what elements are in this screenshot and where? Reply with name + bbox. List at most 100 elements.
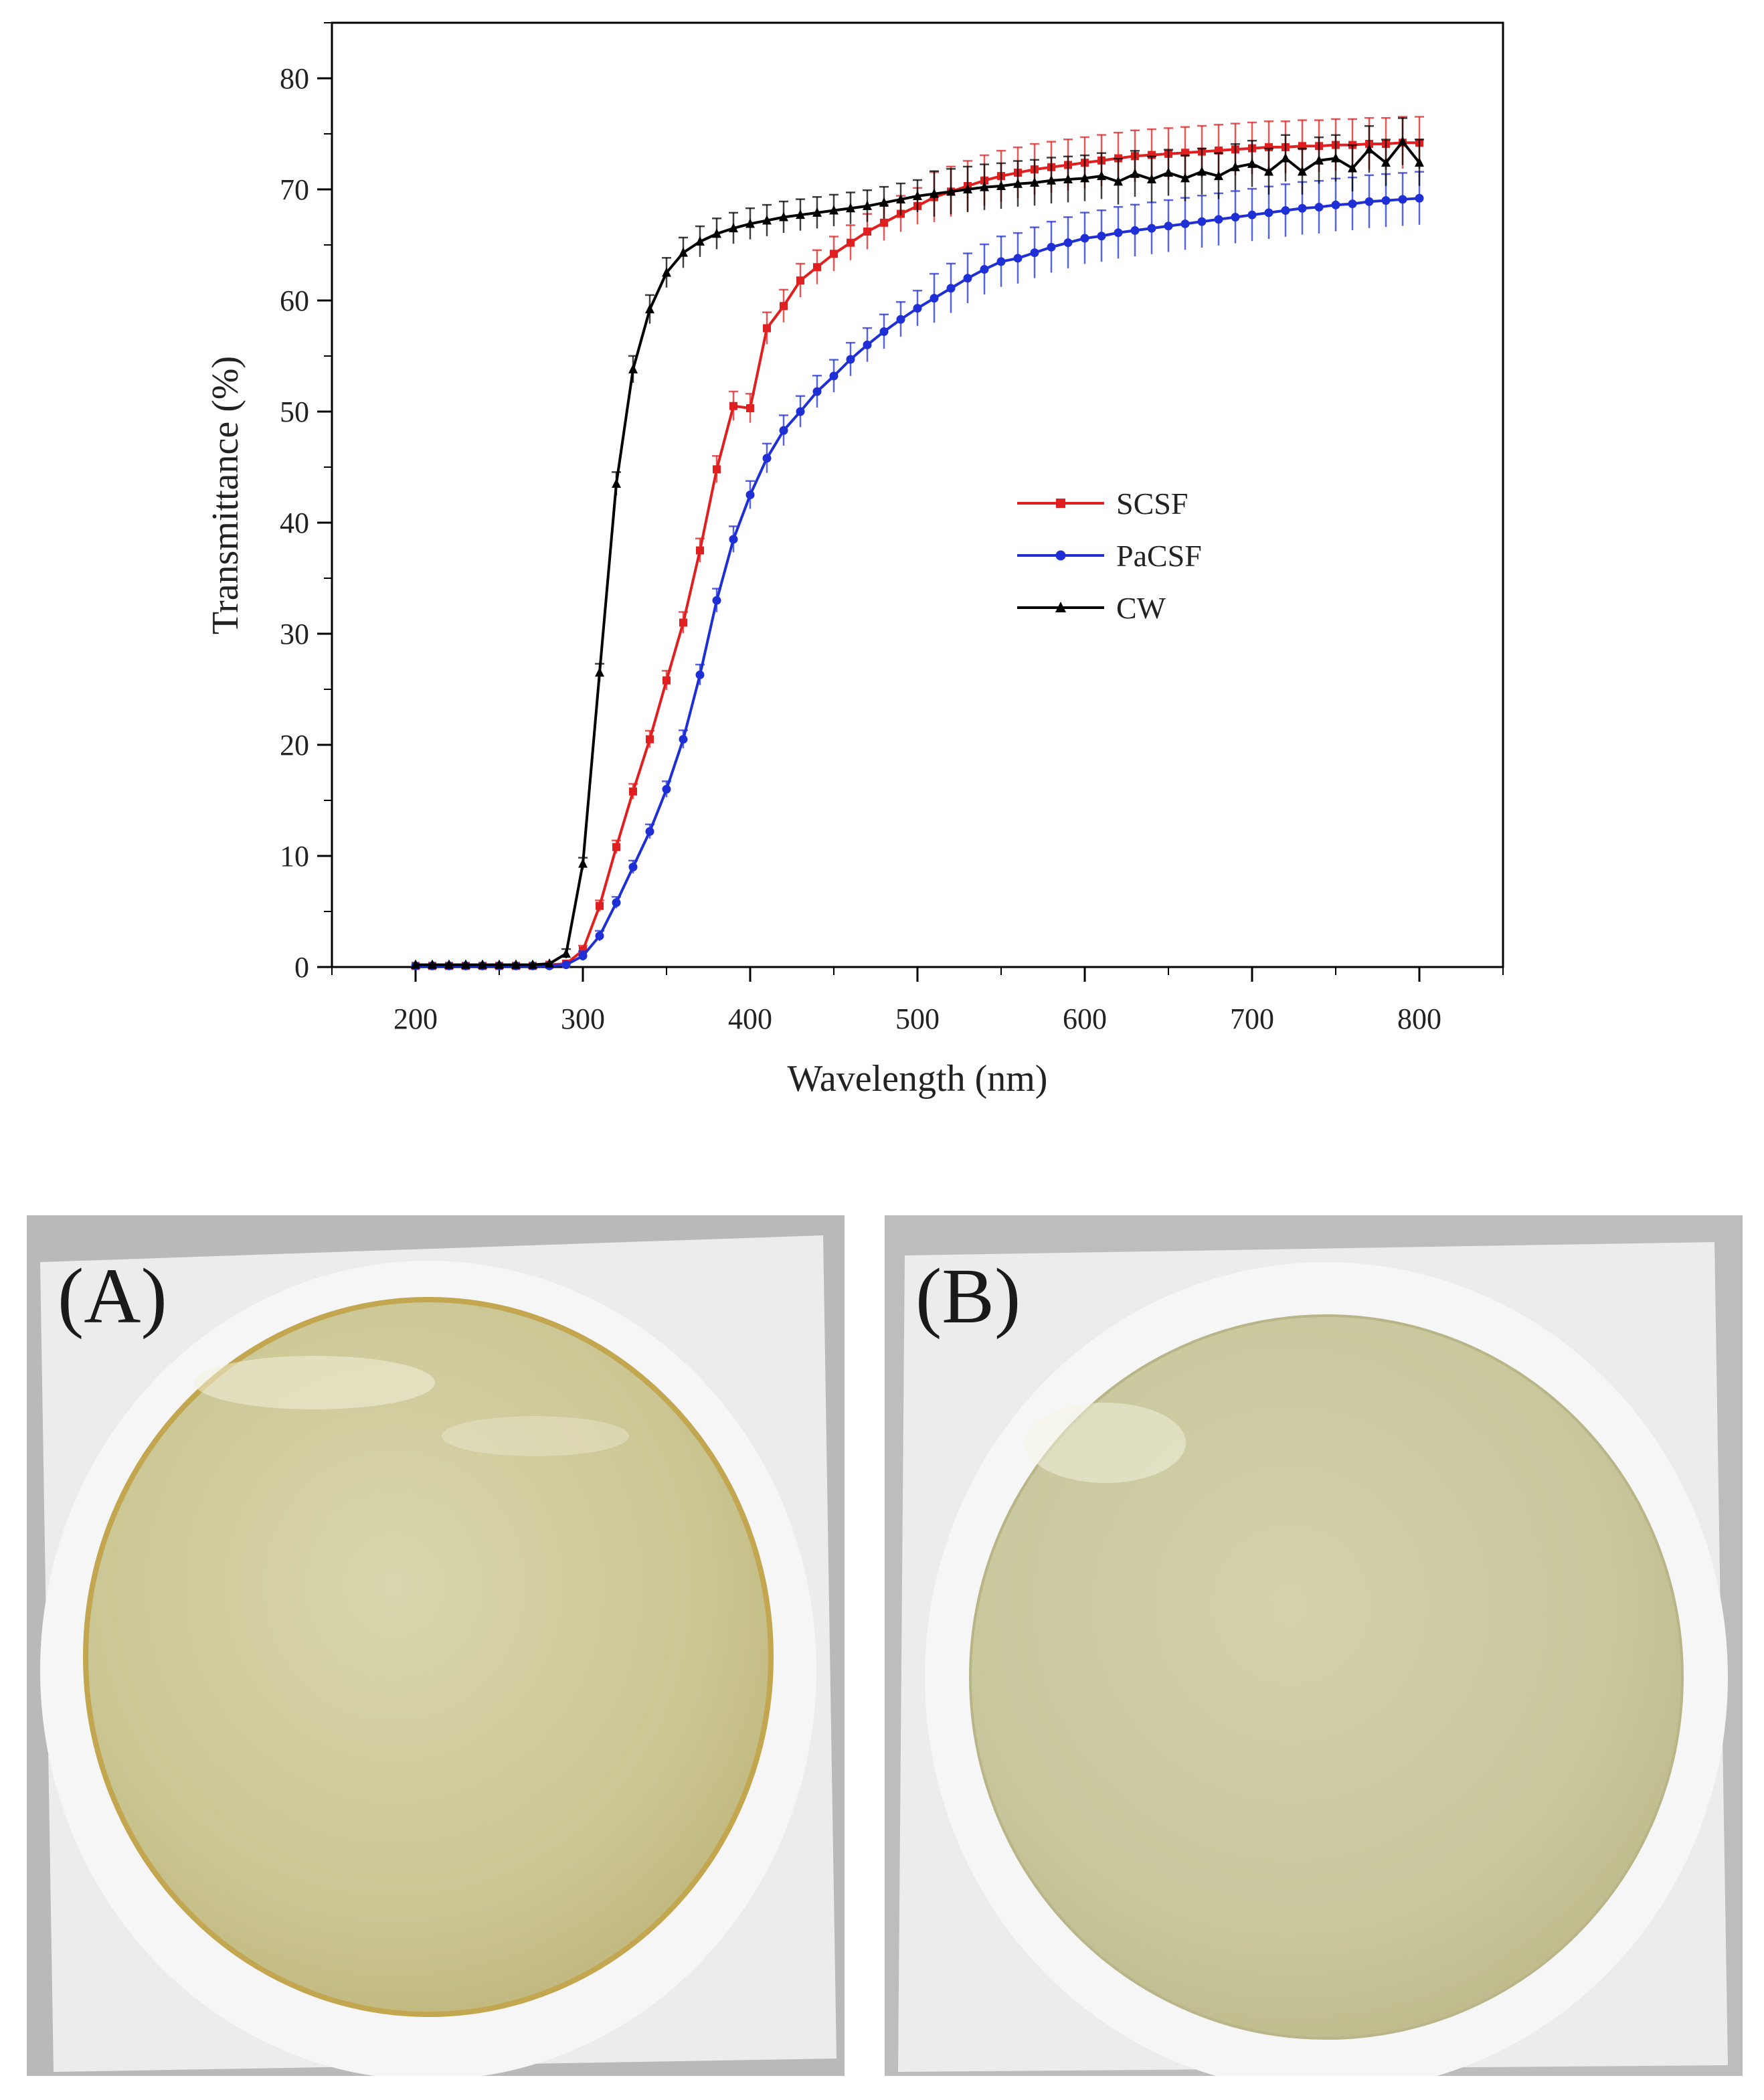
legend-label: CW	[1116, 591, 1166, 625]
y-tick-label: 0	[294, 951, 309, 984]
data-point	[595, 932, 604, 941]
data-point	[1080, 173, 1089, 183]
data-point	[896, 315, 905, 324]
film-photo-a: (A)	[27, 1215, 845, 2076]
data-point	[596, 901, 604, 910]
data-point	[1415, 157, 1424, 167]
data-point	[578, 951, 588, 960]
data-point	[863, 340, 872, 349]
data-point	[478, 959, 487, 969]
data-point	[762, 454, 772, 463]
data-point	[880, 218, 888, 227]
data-point	[930, 294, 939, 303]
data-point	[980, 265, 989, 274]
data-point	[1281, 153, 1290, 163]
x-tick-label: 800	[1397, 1002, 1441, 1035]
data-point	[1247, 158, 1257, 168]
data-point	[1214, 171, 1223, 181]
data-point	[1164, 222, 1173, 231]
data-point	[1214, 215, 1223, 224]
data-point	[830, 250, 838, 258]
data-point	[1348, 199, 1357, 209]
data-point	[1030, 177, 1039, 187]
data-point	[863, 228, 871, 236]
photo-a-label: (A)	[58, 1252, 167, 1340]
data-point	[695, 670, 705, 679]
data-point	[996, 181, 1006, 191]
data-point	[1398, 136, 1407, 146]
y-tick-label: 40	[280, 507, 309, 539]
data-point	[1147, 224, 1156, 233]
data-point	[1013, 254, 1023, 263]
legend-marker	[1055, 602, 1066, 612]
data-point	[930, 188, 939, 198]
y-tick-label: 10	[280, 840, 309, 873]
data-point	[629, 787, 637, 796]
transmittance-chart: 200 300 400 500 600 700 800 0 10 20 30 40 50 60 70 80 W…	[205, 21, 1504, 1100]
data-point	[679, 247, 688, 257]
data-point	[612, 898, 621, 907]
data-point	[829, 205, 839, 215]
data-point	[779, 211, 788, 222]
data-point	[1130, 168, 1140, 178]
film-photo-b: (B)	[885, 1215, 1743, 2076]
data-point	[1114, 228, 1123, 238]
data-point	[712, 228, 721, 238]
y-tick-label: 70	[280, 173, 309, 206]
data-point	[1314, 203, 1324, 212]
data-point	[1047, 242, 1056, 252]
data-point	[863, 200, 872, 210]
data-point	[1331, 200, 1340, 209]
data-point	[428, 959, 437, 969]
data-point	[846, 355, 855, 364]
data-point	[1264, 208, 1273, 217]
x-tick-label: 300	[561, 1002, 605, 1035]
data-point	[1247, 210, 1257, 220]
data-point	[511, 959, 521, 969]
data-point	[646, 735, 654, 743]
data-point	[846, 203, 855, 213]
data-point	[763, 324, 771, 333]
data-point	[712, 596, 721, 605]
data-point	[713, 465, 721, 474]
series-line	[416, 141, 1419, 968]
data-point	[879, 327, 889, 336]
data-point	[812, 387, 822, 396]
data-point	[1364, 144, 1374, 154]
data-point	[612, 478, 621, 488]
data-point	[545, 958, 554, 968]
legend: SCSF PaCSF CW	[1017, 487, 1202, 625]
data-point	[1130, 226, 1140, 235]
y-tick-label: 60	[280, 284, 309, 317]
data-point	[963, 274, 972, 283]
plot-border	[331, 21, 1504, 968]
data-point	[729, 402, 737, 410]
x-tick-label: 500	[895, 1002, 940, 1035]
data-point	[946, 186, 956, 196]
film-disc-b	[969, 1314, 1684, 2040]
data-point	[980, 181, 989, 191]
x-tick-label: 200	[393, 1002, 438, 1035]
data-point	[663, 676, 671, 685]
data-point	[679, 735, 688, 744]
y-tick-label: 50	[280, 396, 309, 428]
data-point	[796, 209, 805, 220]
data-point	[913, 304, 922, 313]
data-point	[745, 491, 755, 499]
data-point	[662, 267, 671, 277]
data-point	[896, 193, 905, 203]
legend-marker	[1055, 550, 1066, 561]
data-point	[1047, 175, 1056, 185]
data-point	[645, 304, 654, 314]
data-point	[946, 284, 956, 293]
data-point	[1364, 197, 1374, 206]
data-point	[528, 959, 537, 969]
data-point	[628, 363, 638, 373]
data-point	[1164, 167, 1173, 177]
photo-panel-a: (A)	[27, 1215, 845, 2076]
data-point	[1264, 166, 1273, 176]
data-point	[963, 184, 972, 193]
data-point	[780, 302, 788, 311]
y-tick-label: 20	[280, 729, 309, 762]
data-point	[1097, 232, 1106, 241]
